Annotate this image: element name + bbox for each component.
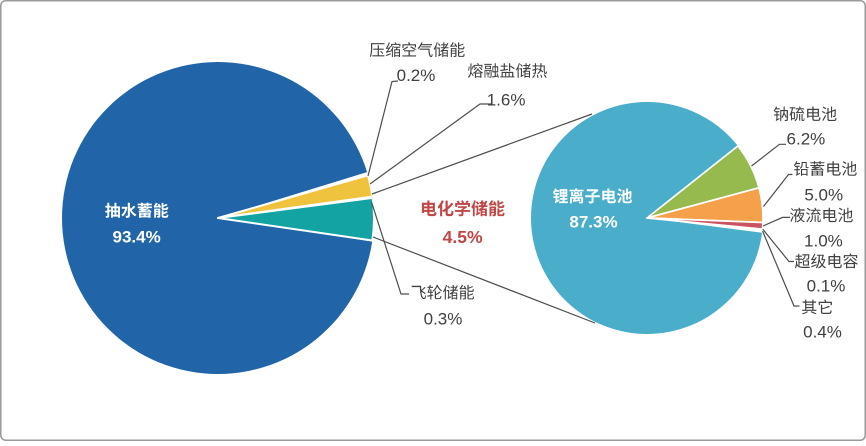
svg-text:0.3%: 0.3% — [424, 310, 463, 329]
svg-text:93.4%: 93.4% — [112, 228, 160, 247]
svg-text:0.1%: 0.1% — [807, 277, 846, 296]
svg-text:87.3%: 87.3% — [569, 213, 617, 232]
svg-text:6.2%: 6.2% — [787, 129, 826, 148]
svg-text:4.5%: 4.5% — [443, 227, 483, 247]
svg-text:0.4%: 0.4% — [803, 323, 842, 342]
svg-text:1.6%: 1.6% — [487, 91, 526, 110]
svg-text:0.2%: 0.2% — [397, 66, 436, 85]
svg-text:5.0%: 5.0% — [804, 186, 843, 205]
svg-text:1.0%: 1.0% — [804, 232, 843, 251]
